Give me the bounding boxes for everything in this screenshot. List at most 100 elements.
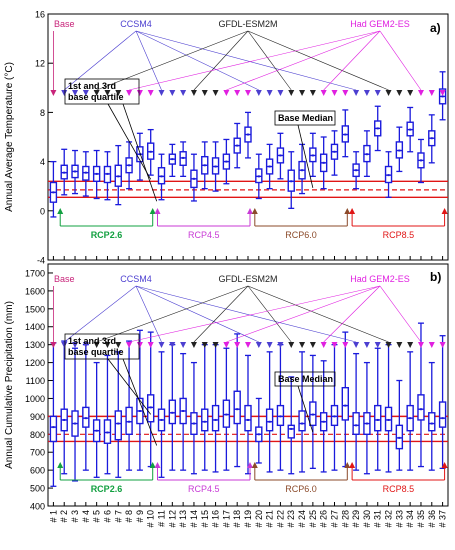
box-21: [265, 351, 274, 473]
x-tick-label: # 10: [146, 510, 156, 528]
box-mean-marker: [203, 164, 206, 167]
box-1: [49, 342, 58, 487]
box-mean-marker: [225, 413, 228, 416]
box-12: [168, 344, 177, 471]
box-mean-marker: [203, 420, 206, 423]
gfdl-leader: [247, 30, 389, 91]
box-10: [147, 331, 155, 468]
scenario-arrowhead: [266, 342, 273, 348]
rcp45-arrowhead-right: [247, 208, 253, 214]
box-mean-marker: [268, 420, 271, 423]
box-mean-marker: [290, 427, 293, 430]
y-tick-label: 700: [30, 448, 45, 458]
box-22: [276, 344, 285, 471]
scenario-arrowhead: [180, 342, 187, 348]
box-mean-marker: [84, 171, 87, 174]
hadgem-leader: [226, 285, 381, 343]
quartile-leader-upper: [107, 358, 152, 415]
x-tick-label: # 31: [373, 510, 383, 528]
box-17: [222, 347, 231, 471]
box-mean-marker: [441, 95, 444, 98]
box-mean-marker: [344, 133, 347, 136]
scenario-arrowhead: [299, 342, 306, 348]
x-tick-label: # 15: [200, 510, 210, 528]
scenario-arrowhead: [255, 342, 262, 348]
box-mean-marker: [225, 160, 228, 163]
box-6: [103, 151, 112, 201]
ccsm4-leader: [135, 30, 162, 91]
scenario-arrowhead: [82, 90, 89, 96]
box-iqr: [49, 415, 58, 443]
box-37: [438, 71, 447, 121]
scenario-arrowhead: [309, 90, 316, 96]
box-19: [244, 354, 252, 475]
scenario-arrowhead: [396, 342, 403, 348]
box-2: [60, 340, 68, 475]
panel-b: 400 500 600 700 800 900 1000 1100 1200 1300 1400 15…: [4, 263, 449, 512]
box-mean-marker: [430, 137, 433, 140]
box-mean-marker: [322, 161, 325, 164]
box-mean-marker: [160, 175, 163, 178]
box-28: [341, 109, 349, 158]
rcp26-label: RCP2.6: [91, 230, 123, 240]
y-tick-label: 600: [30, 466, 45, 476]
rcp85-label: RCP8.5: [383, 230, 415, 240]
box-mean-marker: [171, 411, 174, 414]
hadgem-leader: [129, 285, 381, 343]
box-iqr: [428, 412, 436, 432]
box-33: [395, 379, 404, 471]
scenario-arrowhead: [61, 342, 68, 348]
box-mean-marker: [268, 165, 271, 168]
box-mean-marker: [301, 169, 304, 172]
box-16: [211, 141, 220, 192]
y-tick-label: 1200: [25, 358, 45, 368]
x-tick-label: # 11: [157, 510, 167, 527]
box-mean-marker: [290, 180, 293, 183]
box-20: [255, 153, 263, 200]
rcp26-arrowhead-right: [149, 462, 156, 468]
rcp26-label: RCP2.6: [91, 484, 123, 494]
box-19: [244, 111, 252, 159]
scenario-arrowhead: [342, 342, 349, 348]
scenario-arrowhead: [353, 90, 360, 96]
x-tick-label: # 18: [232, 510, 242, 528]
box-iqr: [352, 412, 360, 435]
box-mean-marker: [419, 408, 422, 411]
box-4: [82, 151, 90, 197]
scenario-arrowhead: [288, 90, 295, 96]
scenario-arrowhead: [396, 90, 403, 96]
rcp85-label: RCP8.5: [383, 484, 415, 494]
gfdl-leader: [193, 30, 249, 91]
ccsm4-leader: [135, 285, 357, 343]
base-label: Base: [54, 274, 75, 284]
scenario-arrowhead: [104, 342, 111, 348]
scenario-arrowhead: [374, 90, 381, 96]
scenario-arrowhead: [266, 90, 273, 96]
scenario-arrowhead: [158, 90, 165, 96]
box-mean-marker: [365, 422, 368, 425]
ccsm4-leader: [64, 285, 137, 343]
box-iqr: [233, 390, 241, 425]
box-13: [179, 352, 187, 471]
panel-b-y-axis: 400 500 600 700 800 900 1000 1100 1200 1300 1400 15…: [25, 268, 53, 512]
box-mean-marker: [247, 418, 249, 421]
panel-a-y-axis: -4 0 4 8 12 16: [35, 10, 53, 266]
rcp60-arrowhead-left: [251, 462, 258, 468]
x-tick-label: # 24: [297, 510, 307, 528]
rcp26-arrowhead-left: [57, 462, 64, 468]
box-mean-marker: [344, 404, 347, 407]
rcp26-arrowhead-right: [149, 208, 156, 214]
box-25: [309, 354, 317, 470]
box-11: [157, 153, 166, 201]
box-mean-marker: [387, 174, 390, 177]
box-5: [92, 149, 101, 200]
scenario-arrowhead: [331, 90, 338, 96]
ccsm4-leader: [135, 30, 357, 91]
box-mean-marker: [409, 417, 412, 420]
hadgem-leader: [129, 30, 381, 91]
panel-a-ylabel: Annual Average Temperature (°C): [4, 62, 15, 212]
base-label: Base: [54, 19, 75, 29]
x-tick-label: # 20: [254, 510, 264, 528]
x-tick-label: # 28: [340, 510, 350, 528]
